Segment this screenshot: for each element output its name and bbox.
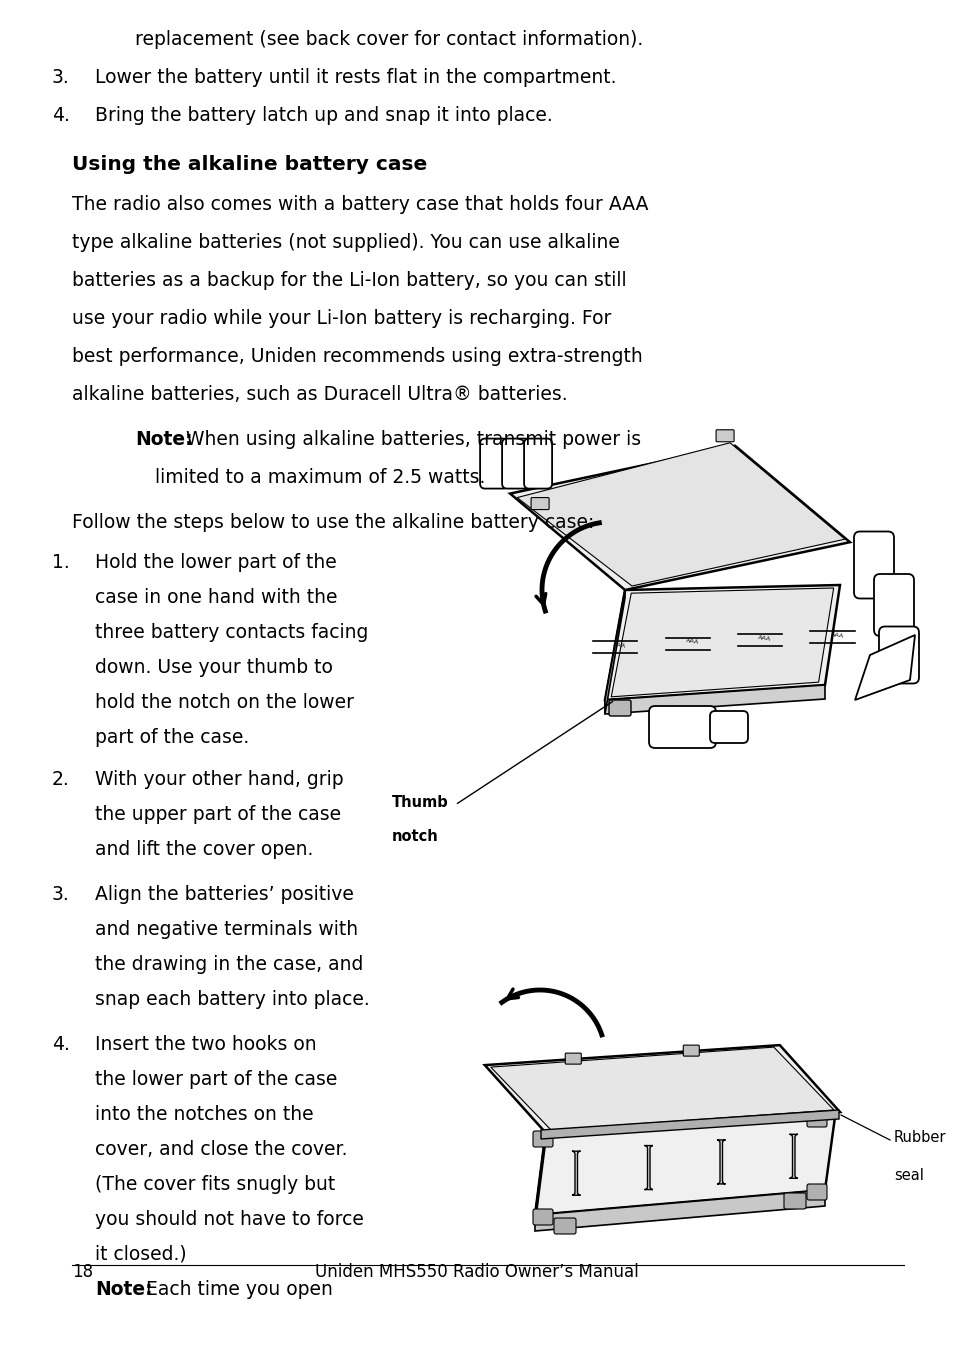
Text: Lower the battery until it rests flat in the compartment.: Lower the battery until it rests flat in… [95,69,616,87]
Text: alkaline batteries, such as Duracell Ultra® batteries.: alkaline batteries, such as Duracell Ult… [71,385,567,404]
Text: use your radio while your Li-Ion battery is recharging. For: use your radio while your Li-Ion battery… [71,309,611,328]
FancyBboxPatch shape [523,438,552,488]
FancyBboxPatch shape [783,1193,805,1209]
Text: hold the notch on the lower: hold the notch on the lower [95,693,354,712]
Text: best performance, Uniden recommends using extra-strength: best performance, Uniden recommends usin… [71,347,642,366]
FancyBboxPatch shape [806,1111,826,1127]
Text: The radio also comes with a battery case that holds four AAA: The radio also comes with a battery case… [71,195,648,214]
Text: Insert the two hooks on: Insert the two hooks on [95,1036,316,1054]
Text: 1.: 1. [52,553,70,572]
Text: the drawing in the case, and: the drawing in the case, and [95,955,363,974]
Polygon shape [854,635,914,699]
Text: 2.: 2. [52,769,70,790]
Polygon shape [510,445,849,590]
FancyBboxPatch shape [806,1184,826,1200]
Polygon shape [490,1048,833,1130]
Text: it closed.): it closed.) [95,1245,187,1264]
FancyBboxPatch shape [716,430,733,441]
FancyBboxPatch shape [565,1053,580,1064]
Text: you should not have to force: you should not have to force [95,1210,363,1229]
Text: Follow the steps below to use the alkaline battery case:: Follow the steps below to use the alkali… [71,512,594,533]
Polygon shape [535,1190,824,1231]
FancyBboxPatch shape [717,1141,724,1184]
FancyBboxPatch shape [873,574,913,636]
Polygon shape [484,1045,840,1132]
FancyBboxPatch shape [533,1209,553,1225]
Text: type alkaline batteries (not supplied). You can use alkaline: type alkaline batteries (not supplied). … [71,233,619,252]
Text: 3.: 3. [52,885,70,904]
FancyBboxPatch shape [572,1151,579,1196]
Text: Uniden MHS550 Radio Owner’s Manual: Uniden MHS550 Radio Owner’s Manual [314,1263,639,1280]
Text: 4.: 4. [52,1036,70,1054]
Text: Thumb: Thumb [392,795,448,810]
Text: and negative terminals with: and negative terminals with [95,920,357,939]
Text: AAA: AAA [685,639,699,646]
Text: down. Use your thumb to: down. Use your thumb to [95,658,333,677]
Text: With your other hand, grip: With your other hand, grip [95,769,343,790]
FancyBboxPatch shape [648,706,716,748]
Text: part of the case.: part of the case. [95,728,249,746]
FancyBboxPatch shape [682,1045,699,1056]
FancyBboxPatch shape [878,627,918,683]
Text: into the notches on the: into the notches on the [95,1106,314,1124]
Text: 3.: 3. [52,69,70,87]
Text: 4.: 4. [52,106,70,125]
Text: and lift the cover open.: and lift the cover open. [95,841,313,859]
Polygon shape [535,1137,544,1225]
FancyBboxPatch shape [531,498,549,510]
Text: AAA: AAA [758,635,771,642]
Polygon shape [611,588,833,697]
Text: Hold the lower part of the: Hold the lower part of the [95,553,336,572]
FancyBboxPatch shape [501,438,530,488]
Text: notch: notch [392,829,438,845]
Text: (The cover fits snugly but: (The cover fits snugly but [95,1176,335,1194]
Text: Align the batteries’ positive: Align the batteries’ positive [95,885,354,904]
Text: AAA: AAA [830,632,843,639]
FancyBboxPatch shape [853,531,893,599]
Polygon shape [604,590,624,714]
Text: snap each battery into place.: snap each battery into place. [95,990,370,1009]
FancyBboxPatch shape [479,438,508,488]
Text: Note:: Note: [135,430,193,449]
FancyBboxPatch shape [608,699,630,716]
Text: cover, and close the cover.: cover, and close the cover. [95,1141,347,1159]
Text: Note:: Note: [95,1280,152,1299]
Text: limited to a maximum of 2.5 watts.: limited to a maximum of 2.5 watts. [154,468,485,487]
Polygon shape [535,1116,834,1215]
FancyBboxPatch shape [709,712,747,742]
Text: case in one hand with the: case in one hand with the [95,588,337,607]
Text: replacement (see back cover for contact information).: replacement (see back cover for contact … [135,30,642,48]
Text: When using alkaline batteries, transmit power is: When using alkaline batteries, transmit … [180,430,640,449]
Text: batteries as a backup for the Li-Ion battery, so you can still: batteries as a backup for the Li-Ion bat… [71,270,626,291]
FancyBboxPatch shape [789,1134,797,1178]
Text: 18: 18 [71,1263,93,1280]
Text: Rubber: Rubber [893,1130,945,1145]
Text: seal: seal [893,1167,923,1184]
Text: Bring the battery latch up and snap it into place.: Bring the battery latch up and snap it i… [95,106,552,125]
FancyBboxPatch shape [644,1146,652,1189]
Text: Each time you open: Each time you open [140,1280,333,1299]
Polygon shape [604,685,824,714]
Polygon shape [517,443,844,586]
Text: AAA: AAA [613,642,626,648]
Polygon shape [540,1110,838,1139]
Polygon shape [604,585,840,699]
Text: the lower part of the case: the lower part of the case [95,1071,337,1089]
FancyBboxPatch shape [554,1219,576,1233]
FancyBboxPatch shape [533,1131,553,1147]
Text: three battery contacts facing: three battery contacts facing [95,623,368,642]
Text: the upper part of the case: the upper part of the case [95,806,341,824]
Text: Using the alkaline battery case: Using the alkaline battery case [71,155,427,174]
